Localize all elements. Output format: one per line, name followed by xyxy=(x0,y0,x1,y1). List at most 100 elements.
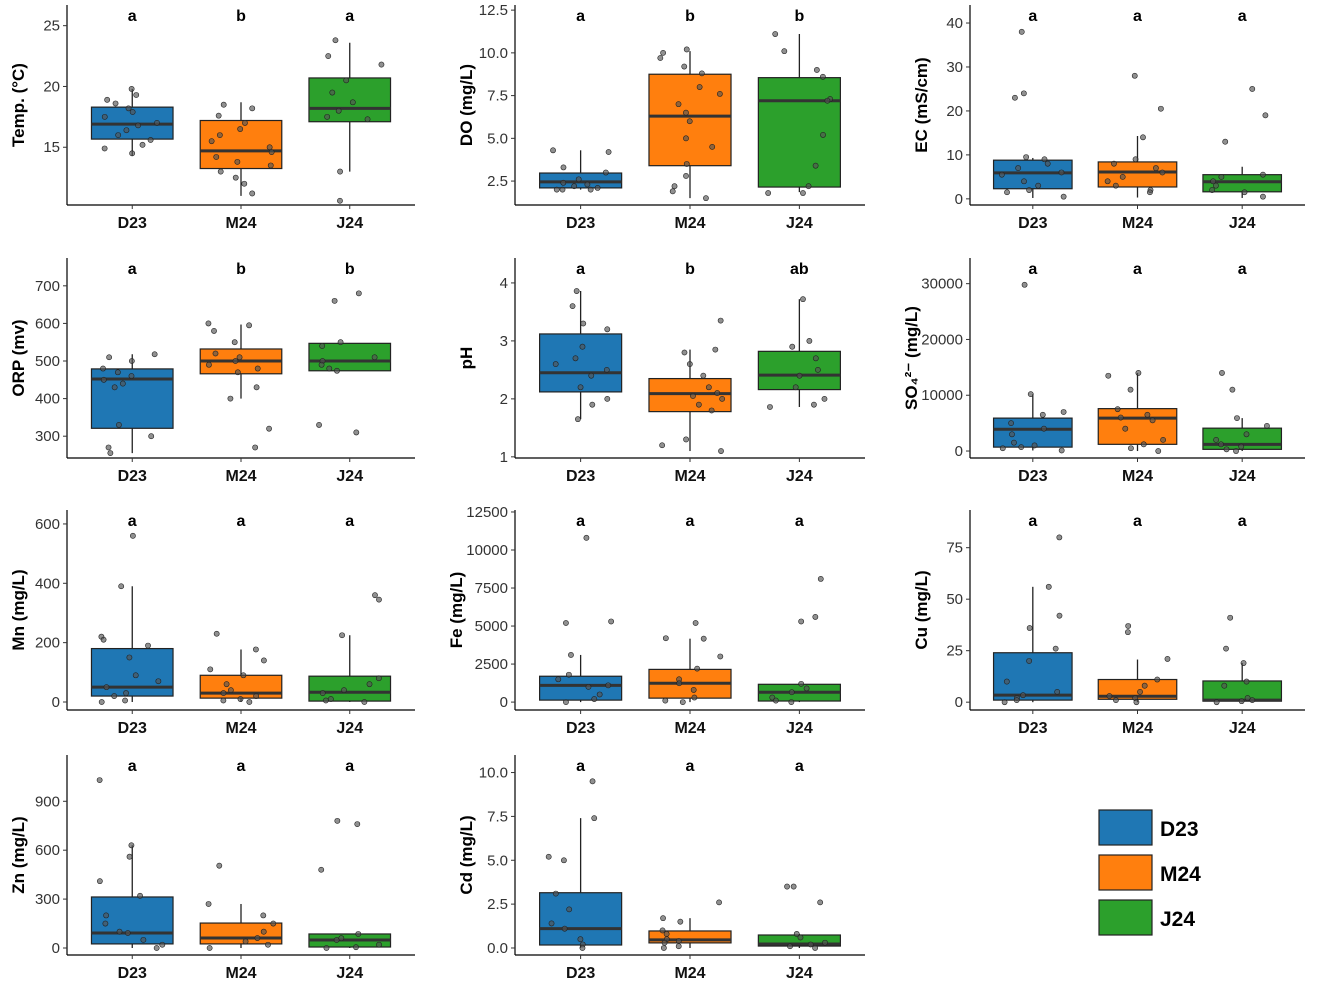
data-point-M24 xyxy=(234,158,241,165)
data-point-M24 xyxy=(249,190,256,197)
data-point-M24 xyxy=(717,317,724,324)
y-axis-label: Mn (mg/L) xyxy=(9,569,28,650)
data-point-D23 xyxy=(100,376,107,383)
data-point-M24 xyxy=(253,693,260,699)
data-point-D23 xyxy=(1054,688,1061,695)
legend-label-M24: M24 xyxy=(1160,863,1201,886)
panel-9: 0 300 600 900 Zn (mg/L) D23 a M24 a J24 a xyxy=(9,755,415,982)
significance-letter: a xyxy=(128,758,137,775)
data-point-M24 xyxy=(270,920,277,927)
data-point-M24 xyxy=(1125,623,1132,629)
x-tick-label: M24 xyxy=(674,720,705,737)
y-tick-label: 10000 xyxy=(466,542,508,559)
data-point-D23 xyxy=(604,326,611,333)
y-tick-label: 12.5 xyxy=(479,2,508,19)
significance-letter: a xyxy=(686,513,695,530)
data-point-D23 xyxy=(555,676,562,683)
data-point-J24 xyxy=(1238,698,1245,705)
data-point-D23 xyxy=(148,433,155,440)
y-tick-label: 0.0 xyxy=(487,940,508,957)
x-tick-label: J24 xyxy=(336,965,363,982)
data-point-M24 xyxy=(1164,656,1171,662)
data-point-D23 xyxy=(122,697,128,704)
y-tick-label: 0 xyxy=(955,694,963,711)
data-point-J24 xyxy=(812,945,819,951)
data-point-J24 xyxy=(1229,386,1236,393)
x-tick-label: D23 xyxy=(566,965,595,982)
data-point-J24 xyxy=(318,866,325,873)
data-point-J24 xyxy=(334,817,341,824)
data-point-D23 xyxy=(577,936,584,943)
data-point-M24 xyxy=(717,653,724,660)
data-point-D23 xyxy=(145,642,151,649)
data-point-M24 xyxy=(231,339,238,346)
data-point-D23 xyxy=(587,186,594,193)
y-tick-label: 10.0 xyxy=(479,765,508,782)
data-point-D23 xyxy=(1021,178,1027,185)
panel-3: 300 400 500 600 700 ORP (mv) D23 a M24 b J24 b xyxy=(9,258,415,485)
x-tick-label: J24 xyxy=(1229,720,1256,737)
y-tick-label: 0 xyxy=(500,694,508,711)
data-point-D23 xyxy=(584,181,591,188)
data-point-D23 xyxy=(153,945,160,951)
data-point-M24 xyxy=(1131,72,1138,79)
significance-letter: b xyxy=(236,261,246,278)
data-point-M24 xyxy=(266,144,273,151)
data-point-M24 xyxy=(205,320,212,327)
data-point-D23 xyxy=(126,654,133,661)
data-point-D23 xyxy=(1056,612,1063,619)
legend-label-J24: J24 xyxy=(1160,908,1195,931)
data-point-D23 xyxy=(1044,160,1051,167)
data-point-D23 xyxy=(100,365,106,372)
data-point-J24 xyxy=(1218,173,1225,180)
significance-letter: b xyxy=(685,8,695,25)
significance-letter: a xyxy=(795,758,804,775)
data-point-D23 xyxy=(128,358,135,364)
data-point-M24 xyxy=(223,681,230,688)
x-tick-label: D23 xyxy=(1018,215,1047,232)
y-tick-label: 600 xyxy=(35,842,60,859)
data-point-D23 xyxy=(103,912,110,919)
legend: D23 M24 J24 xyxy=(1098,809,1201,936)
data-point-J24 xyxy=(318,361,325,368)
y-tick-label: 0 xyxy=(52,940,60,957)
data-point-D23 xyxy=(1041,425,1047,432)
data-point-M24 xyxy=(676,680,683,687)
data-point-D23 xyxy=(1058,169,1065,176)
data-point-D23 xyxy=(545,853,552,860)
data-point-D23 xyxy=(603,366,610,373)
data-point-J24 xyxy=(366,681,373,688)
y-tick-label: 0 xyxy=(52,694,60,711)
y-tick-label: 2.5 xyxy=(487,173,508,190)
significance-letter: a xyxy=(576,261,585,278)
data-point-D23 xyxy=(569,303,576,310)
data-point-D23 xyxy=(588,372,595,379)
data-point-D23 xyxy=(1039,411,1046,418)
box-D23 xyxy=(992,159,1073,190)
data-point-M24 xyxy=(1104,178,1111,185)
data-point-M24 xyxy=(675,938,682,944)
y-tick-label: 900 xyxy=(35,793,60,810)
data-point-M24 xyxy=(1159,169,1166,176)
data-point-D23 xyxy=(1026,658,1033,664)
x-tick-label: M24 xyxy=(225,468,256,485)
significance-letter: a xyxy=(237,513,246,530)
data-point-D23 xyxy=(123,127,130,134)
data-point-M24 xyxy=(1141,682,1148,689)
data-point-M24 xyxy=(249,105,256,112)
data-point-J24 xyxy=(789,343,796,350)
significance-letter: a xyxy=(1238,8,1247,25)
x-tick-label: J24 xyxy=(336,720,363,737)
data-point-D23 xyxy=(596,691,603,698)
data-point-J24 xyxy=(793,931,800,937)
significance-letter: a xyxy=(1133,8,1142,25)
data-point-D23 xyxy=(1020,692,1026,699)
data-point-M24 xyxy=(215,112,222,119)
y-axis-label: ORP (mv) xyxy=(9,319,28,396)
data-point-D23 xyxy=(1013,697,1020,704)
data-point-M24 xyxy=(683,161,690,167)
data-point-M24 xyxy=(712,346,719,353)
y-axis-label: Fe (mg/L) xyxy=(447,572,466,649)
data-point-J24 xyxy=(1221,682,1228,689)
